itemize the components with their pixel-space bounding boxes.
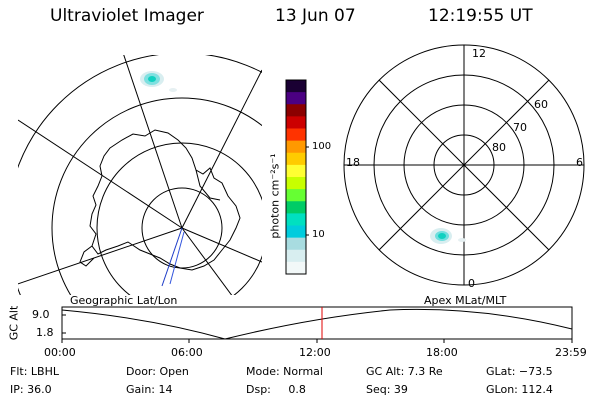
mlt-label-top: 12 [472, 47, 486, 60]
color-scale-band [286, 128, 306, 142]
info-door: Door: Open [126, 365, 189, 378]
header-title: Ultraviolet Imager [50, 6, 204, 26]
aurora-emission [430, 228, 466, 244]
meridian-line [181, 227, 233, 295]
meridian-line [181, 69, 262, 229]
altitude-tick-label: 9.0 [32, 308, 50, 321]
color-scale-band [286, 152, 306, 166]
lat-circle [96, 142, 262, 295]
geographic-map-label: Geographic Lat/Lon [70, 294, 178, 307]
color-scale-band [286, 249, 306, 263]
info-ip: IP: 36.0 [10, 383, 52, 396]
header-time: 12:19:55 UT [428, 6, 533, 26]
color-scale-band [286, 116, 306, 129]
color-scale-band [286, 140, 306, 154]
scale-tick-label: 100 [312, 141, 332, 152]
mlt-line [378, 79, 550, 251]
mlt-label-left: 18 [346, 156, 360, 169]
info-filter: Flt: LBHL [10, 365, 59, 378]
color-scale-band [286, 261, 306, 275]
info-dsp: Dsp: 0.8 [246, 383, 306, 396]
time-tick-label: 12:00 [299, 346, 331, 359]
meridian-line [123, 55, 183, 229]
meridian-line [18, 227, 183, 285]
color-scale-band [286, 177, 306, 190]
ice-shelf [195, 169, 221, 201]
info-seq: Seq: 39 [366, 383, 408, 396]
mlt-label-bottom: 0 [468, 277, 475, 290]
color-scale-title: photon cm⁻²s⁻¹ [268, 153, 282, 239]
geographic-map [18, 55, 262, 295]
info-mode: Mode: Normal [246, 365, 323, 378]
mlat-label: 60 [534, 98, 548, 111]
mlt-label-right: 6 [576, 156, 583, 169]
magnetic-map [343, 44, 585, 286]
altitude-axis-label: GC Alt [7, 305, 21, 341]
info-gain: Gain: 14 [126, 383, 173, 396]
color-scale-band [286, 189, 306, 202]
altitude-tick-label: 1.8 [36, 326, 54, 339]
time-tick-label: 06:00 [171, 346, 203, 359]
time-tick-label: 18:00 [426, 346, 458, 359]
peninsula [79, 245, 95, 267]
color-scale-band [286, 92, 306, 105]
coastline [89, 129, 241, 271]
color-scale-band [286, 80, 306, 93]
mlat-label: 70 [513, 121, 527, 134]
info-glon: GLon: 112.4 [486, 383, 553, 396]
mlat-label: 80 [492, 141, 506, 154]
satellite-track [161, 227, 183, 287]
header-date: 13 Jun 07 [275, 6, 356, 26]
color-scale-band [286, 104, 306, 117]
color-scale-band [286, 237, 306, 251]
color-scale-frame [285, 79, 307, 275]
info-glat: GLat: −73.5 [486, 365, 553, 378]
time-tick-label: 00:00 [44, 346, 76, 359]
meridian-line [18, 119, 183, 229]
color-scale-band [286, 201, 306, 214]
time-tick-label: 23:59 [555, 346, 587, 359]
satellite-track [169, 231, 185, 285]
altitude-frame [61, 306, 573, 340]
altitude-panel [61, 306, 573, 343]
color-scale-bar [286, 80, 306, 275]
magnetic-map-label: Apex MLat/MLT [424, 294, 507, 307]
info-gc-alt: GC Alt: 7.3 Re [366, 365, 443, 378]
color-scale-band [286, 213, 306, 226]
scale-tick-label: 10 [312, 229, 325, 240]
meridian-line [181, 227, 262, 263]
color-scale-band [286, 225, 306, 239]
altitude-curve [61, 308, 573, 340]
aurora-emission [140, 71, 177, 92]
color-scale-band [286, 164, 306, 178]
lat-circle [51, 97, 262, 295]
